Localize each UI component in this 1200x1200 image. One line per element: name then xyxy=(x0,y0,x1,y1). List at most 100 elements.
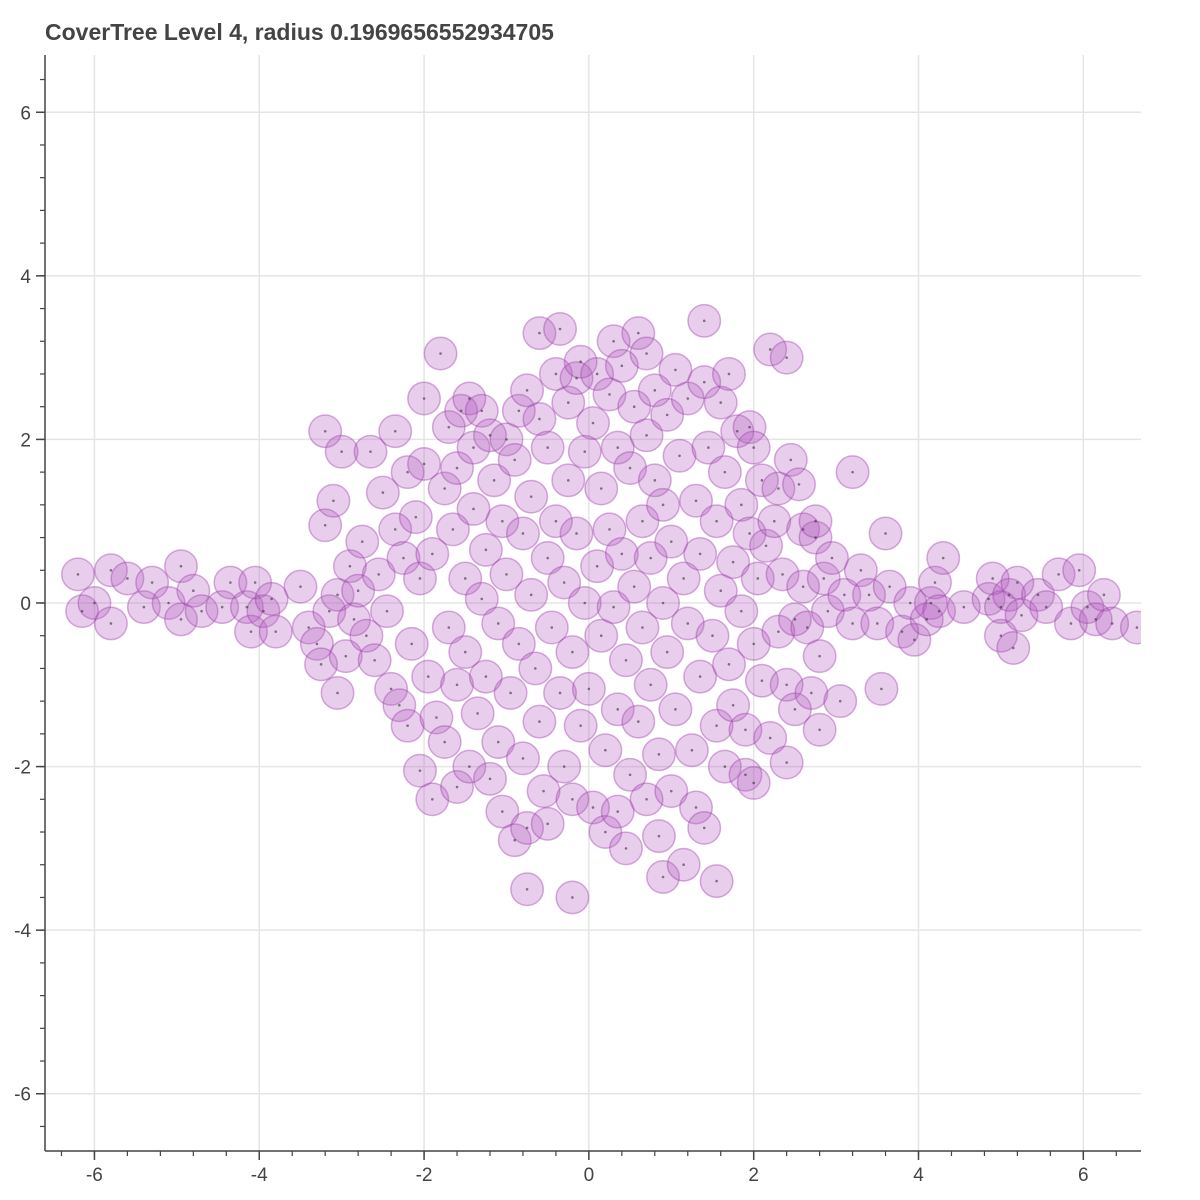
data-point xyxy=(109,622,113,625)
axes: -6 -4 -2 0 2 4 6 -6 -4 -2 0 2 4 6 xyxy=(14,55,1141,1186)
data-point xyxy=(604,748,607,752)
data-point xyxy=(612,339,615,343)
data-point xyxy=(480,597,484,601)
data-point xyxy=(348,564,352,568)
data-point xyxy=(987,597,990,601)
data-point xyxy=(785,761,788,764)
data-point xyxy=(620,552,624,556)
data-point xyxy=(649,683,652,687)
data-point xyxy=(632,405,636,409)
x-tick-label: -2 xyxy=(416,1165,433,1186)
data-point xyxy=(496,622,500,625)
data-point xyxy=(332,499,335,503)
data-point xyxy=(686,622,690,625)
data-point xyxy=(707,446,710,449)
data-point xyxy=(517,409,521,413)
data-point xyxy=(888,585,891,588)
data-point xyxy=(558,691,562,695)
data-point xyxy=(509,691,512,695)
data-point xyxy=(1102,593,1106,597)
data-point xyxy=(624,847,628,850)
data-point xyxy=(431,552,434,556)
data-point xyxy=(686,397,690,400)
data-point xyxy=(501,810,504,813)
data-point xyxy=(785,356,788,359)
data-point xyxy=(1007,593,1011,597)
x-tick-label: 6 xyxy=(1078,1165,1089,1186)
data-point xyxy=(682,577,685,580)
data-point xyxy=(501,519,504,523)
data-point xyxy=(439,352,442,355)
data-point xyxy=(398,703,401,707)
data-point xyxy=(554,372,558,376)
chart-title: CoverTree Level 4, radius 0.196965655293… xyxy=(45,19,554,45)
data-point xyxy=(608,528,611,531)
data-point xyxy=(418,769,422,772)
data-point xyxy=(595,564,599,568)
data-point xyxy=(472,507,475,511)
data-point xyxy=(628,773,632,777)
data-point xyxy=(941,556,945,560)
data-point xyxy=(781,573,784,576)
data-point xyxy=(731,560,735,564)
data-point xyxy=(925,618,929,621)
data-point xyxy=(328,609,331,613)
data-point xyxy=(566,479,570,482)
y-tick-label: 2 xyxy=(20,430,31,451)
data-point xyxy=(591,806,595,809)
data-point xyxy=(323,523,327,527)
data-point xyxy=(628,466,632,470)
data-point xyxy=(604,830,607,834)
data-point xyxy=(562,581,566,584)
data-point xyxy=(179,564,183,568)
data-point xyxy=(669,789,673,793)
data-point xyxy=(678,454,681,458)
data-point xyxy=(575,376,578,380)
data-point xyxy=(414,515,418,519)
data-point xyxy=(352,618,356,621)
data-point xyxy=(253,581,257,584)
data-point xyxy=(591,421,595,425)
data-point xyxy=(764,544,768,548)
data-point xyxy=(818,728,821,732)
data-point xyxy=(1077,568,1081,572)
data-point xyxy=(999,605,1003,609)
data-point xyxy=(801,585,805,588)
data-point xyxy=(534,667,537,670)
data-point xyxy=(830,556,834,560)
data-point xyxy=(566,401,570,404)
data-point xyxy=(641,519,644,523)
data-point xyxy=(645,352,648,355)
y-tick-label: -6 xyxy=(14,1085,31,1106)
data-point xyxy=(723,765,727,768)
data-point xyxy=(80,609,84,613)
data-point xyxy=(694,499,698,503)
data-point xyxy=(245,605,249,609)
data-point xyxy=(385,609,389,613)
data-point xyxy=(422,397,426,400)
data-point xyxy=(299,585,302,588)
y-tick-label: 0 xyxy=(20,594,31,615)
data-point xyxy=(496,740,500,744)
data-point xyxy=(826,609,830,613)
data-point xyxy=(760,679,764,683)
data-point xyxy=(599,487,603,490)
data-point xyxy=(150,581,154,584)
data-point xyxy=(521,757,525,760)
data-point xyxy=(360,540,364,543)
data-point xyxy=(908,601,912,605)
data-point xyxy=(599,634,603,638)
data-point xyxy=(851,622,854,625)
data-point xyxy=(1086,605,1089,609)
data-point xyxy=(270,597,273,601)
data-point xyxy=(529,495,533,498)
data-point xyxy=(1011,646,1015,650)
data-point xyxy=(937,609,941,613)
data-point xyxy=(715,879,718,883)
data-point xyxy=(336,593,339,597)
data-point xyxy=(93,601,96,605)
x-tick-label: 4 xyxy=(913,1165,924,1186)
data-point xyxy=(637,331,640,335)
data-point xyxy=(698,552,702,556)
